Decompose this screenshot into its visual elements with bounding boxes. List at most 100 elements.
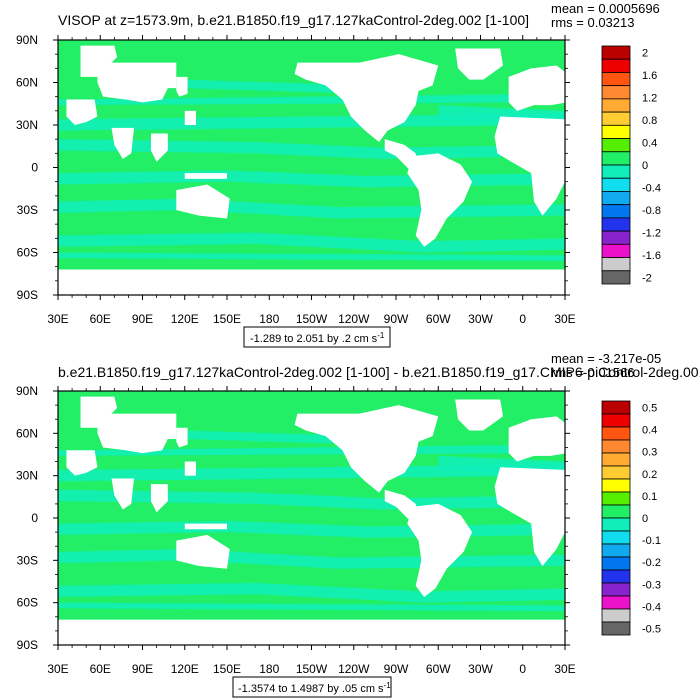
x-tick-label: 60E (90, 662, 111, 676)
anomaly-band (58, 582, 565, 603)
land-mask (184, 110, 197, 125)
colorbar-label: -0.2 (642, 557, 661, 569)
panel-1-range-exp: -1 (377, 331, 385, 340)
colorbar-box (601, 582, 631, 597)
land-mask (294, 54, 439, 142)
land-mask (58, 619, 565, 645)
x-tick-label: 90W (384, 662, 409, 676)
colorbar-box (601, 230, 631, 245)
x-tick-label: 120E (171, 662, 199, 676)
colorbar-label: -0.4 (642, 601, 661, 613)
x-tick-label: 0 (519, 662, 526, 676)
colorbar-label: 0.4 (642, 138, 657, 150)
x-tick-label: 90E (132, 662, 153, 676)
anomaly-band (58, 232, 565, 253)
y-tick-label: 60N (16, 76, 38, 90)
colorbar-label: -0.4 (642, 182, 661, 194)
panel-2-title: b.e21.B1850.f19_g17.127kaControl-2deg.00… (58, 364, 700, 380)
panel-2-mean: mean = -3.217e-05 (551, 351, 661, 366)
land-mask (407, 153, 473, 247)
anomaly-band (184, 79, 368, 94)
land-mask (80, 396, 118, 428)
colorbar-box (601, 72, 631, 87)
x-tick-label: 60W (426, 662, 451, 676)
land-mask (176, 427, 188, 448)
land-mask (111, 478, 135, 510)
x-tick-label: 0 (519, 312, 526, 326)
colorbar-label: 1.6 (642, 70, 657, 82)
land-mask (176, 76, 188, 97)
land-mask (455, 48, 504, 80)
land-mask (176, 184, 230, 219)
panel-2-colorbar: -0.5 -0.4 -0.3 -0.2 -0.1 0 0.1 0.2 0.3 0.4 0.5 (601, 400, 661, 636)
colorbar-box (601, 191, 631, 206)
land-mask (294, 405, 439, 493)
land-mask (184, 173, 227, 179)
colorbar-box (601, 400, 631, 415)
panel-2-range-exp: -1 (384, 681, 392, 690)
land-mask (80, 45, 118, 77)
x-tick-label: 120W (338, 312, 370, 326)
anomaly-band (58, 444, 565, 456)
colorbar-box (601, 569, 631, 584)
colorbar-box (601, 217, 631, 232)
x-tick-label: 60E (90, 312, 111, 326)
land-mask (455, 399, 504, 431)
svg-text:-1.289 to 2.051 by .2 cm s-1: -1.289 to 2.051 by .2 cm s-1 (250, 331, 385, 345)
x-tick-label: 150E (213, 662, 241, 676)
panel-1-map (58, 40, 565, 295)
y-tick-label: 90S (17, 638, 38, 652)
panel-1-rms: rms = 0.03213 (551, 15, 634, 30)
land-mask (407, 503, 473, 598)
x-tick-label: 120W (338, 662, 370, 676)
x-tick-label: 150E (213, 312, 241, 326)
anomaly-band (58, 602, 565, 612)
y-tick-label: 0 (31, 511, 38, 525)
panel-2: b.e21.B1850.f19_g17.127kaControl-2deg.00… (16, 351, 700, 698)
panel-1-range-label: -1.289 to 2.051 by .2 cm s (250, 333, 378, 345)
land-mask (494, 116, 565, 216)
land-mask (97, 62, 177, 103)
colorbar-box (601, 478, 631, 493)
colorbar-label: 2 (642, 48, 648, 60)
land-mask (384, 489, 419, 521)
land-mask (66, 99, 98, 125)
land-mask (111, 127, 135, 159)
colorbar-label: -0.3 (642, 579, 661, 591)
colorbar-box (601, 243, 631, 258)
x-tick-label: 60W (426, 312, 451, 326)
colorbar-label: 0.2 (642, 469, 657, 481)
x-tick-label: 30E (47, 312, 68, 326)
colorbar-box (601, 504, 631, 519)
colorbar-box (601, 257, 631, 272)
y-tick-label: 60S (17, 246, 38, 260)
y-tick-label: 0 (31, 161, 38, 175)
panel-1-mean: mean = 0.0005696 (551, 1, 660, 16)
y-tick-label: 30S (17, 203, 38, 217)
y-tick-label: 30S (17, 553, 38, 567)
colorbar-box (601, 151, 631, 166)
land-mask (150, 484, 168, 513)
colorbar-box (601, 111, 631, 126)
colorbar-box (601, 439, 631, 454)
colorbar-box (601, 491, 631, 506)
land-mask (184, 461, 197, 476)
land-mask (494, 467, 565, 566)
y-tick-label: 90N (16, 33, 38, 47)
colorbar-label: 0.1 (642, 491, 657, 503)
x-tick-label: 30W (468, 662, 493, 676)
y-tick-label: 90S (17, 288, 38, 302)
panel-1-title: VISOP at z=1573.9m, b.e21.B1850.f19_g17.… (58, 12, 529, 28)
colorbar-label: 0.5 (642, 403, 657, 415)
x-tick-label: 150W (296, 312, 328, 326)
y-tick-label: 90N (16, 384, 38, 398)
x-tick-label: 90W (384, 312, 409, 326)
x-tick-label: 150W (296, 662, 328, 676)
colorbar-label: -0.8 (642, 205, 661, 217)
colorbar-box (601, 426, 631, 441)
x-tick-label: 30E (554, 312, 575, 326)
panel-1: VISOP at z=1573.9m, b.e21.B1850.f19_g17.… (16, 1, 661, 348)
colorbar-label: -0.1 (642, 535, 661, 547)
land-mask (176, 534, 230, 569)
colorbar-box (601, 164, 631, 179)
